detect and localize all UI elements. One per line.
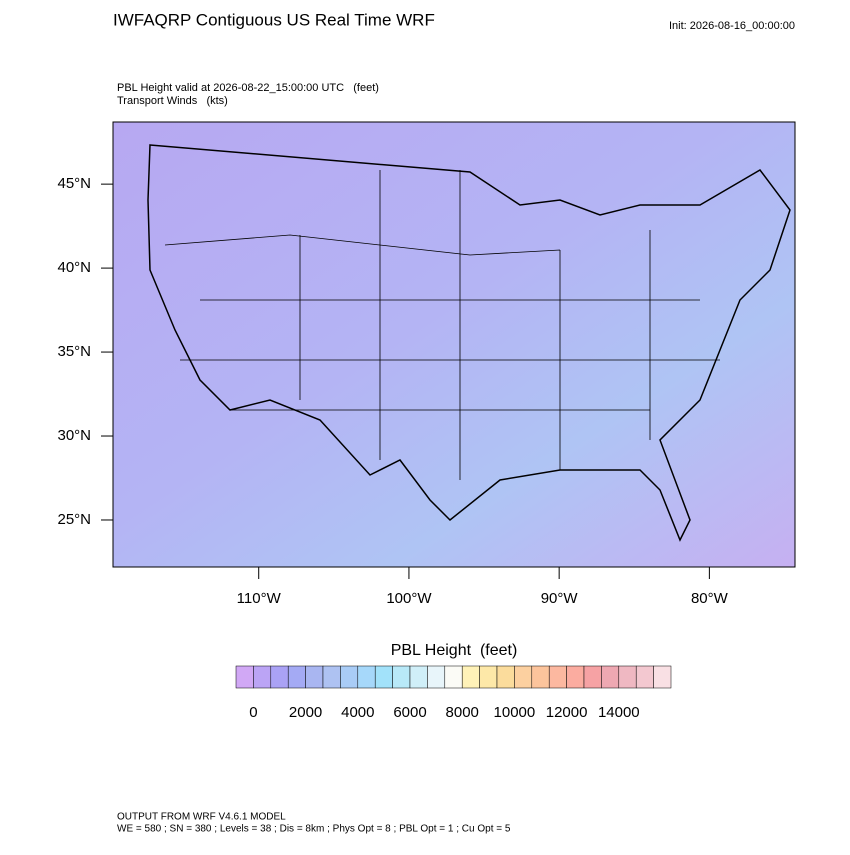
map-frame — [112, 121, 796, 568]
colorbar-label: 0 — [249, 704, 257, 721]
colorbar-title: PBL Height (feet) — [391, 642, 518, 659]
colorbar-box — [531, 665, 550, 689]
colorbar-box — [601, 665, 620, 689]
x-tick-label: 90°W — [541, 590, 579, 607]
colorbar-box — [653, 665, 672, 689]
us-outline — [147, 144, 791, 542]
colorbar-label: 14000 — [598, 704, 640, 721]
colorbar-box — [548, 665, 567, 689]
colorbar-box — [427, 665, 446, 689]
colorbar-box — [322, 665, 341, 689]
colorbar-label: 10000 — [494, 704, 536, 721]
subtitle: Transport Winds (kts) — [117, 95, 228, 107]
x-tick-label: 80°W — [691, 590, 729, 607]
footer: OUTPUT FROM WRF V4.6.1 MODEL — [117, 812, 286, 823]
y-tick-label: 25°N — [57, 511, 91, 528]
colorbar-box — [496, 665, 515, 689]
colorbar-box — [635, 665, 654, 689]
colorbar-box — [287, 665, 306, 689]
colorbar-box — [253, 665, 272, 689]
y-tick-label: 40°N — [57, 259, 91, 276]
colorbar-box — [392, 665, 411, 689]
map-background — [113, 122, 795, 567]
x-tick-label: 100°W — [386, 590, 432, 607]
colorbar-box — [479, 665, 498, 689]
init-time: Init: 2026-08-16_00:00:00 — [669, 20, 795, 32]
colorbar-box — [461, 665, 480, 689]
y-tick-label: 35°N — [57, 343, 91, 360]
colorbar-box — [444, 665, 463, 689]
y-tick-label: 30°N — [57, 427, 91, 444]
footer: WE = 580 ; SN = 380 ; Levels = 38 ; Dis … — [117, 824, 511, 835]
colorbar-label: 4000 — [341, 704, 374, 721]
colorbar-label: 2000 — [289, 704, 322, 721]
colorbar-label: 12000 — [546, 704, 588, 721]
colorbar-box — [305, 665, 324, 689]
colorbar-box — [583, 665, 602, 689]
subtitle: PBL Height valid at 2026-08-22_15:00:00 … — [117, 82, 379, 94]
colorbar-box — [340, 665, 359, 689]
colorbar-box — [514, 665, 533, 689]
title: IWFAQRP Contiguous US Real Time WRF — [113, 10, 435, 29]
state-lines — [164, 170, 720, 480]
colorbar-box — [270, 665, 289, 689]
colorbar-box — [409, 665, 428, 689]
colorbar-box — [374, 665, 393, 689]
y-tick-label: 45°N — [57, 175, 91, 192]
map — [112, 121, 796, 568]
colorbar-box — [566, 665, 585, 689]
colorbar-box — [618, 665, 637, 689]
x-tick-label: 110°W — [237, 590, 282, 607]
colorbar-box — [235, 665, 254, 689]
colorbar-label: 6000 — [393, 704, 426, 721]
colorbar-box — [357, 665, 376, 689]
colorbar-label: 8000 — [446, 704, 479, 721]
